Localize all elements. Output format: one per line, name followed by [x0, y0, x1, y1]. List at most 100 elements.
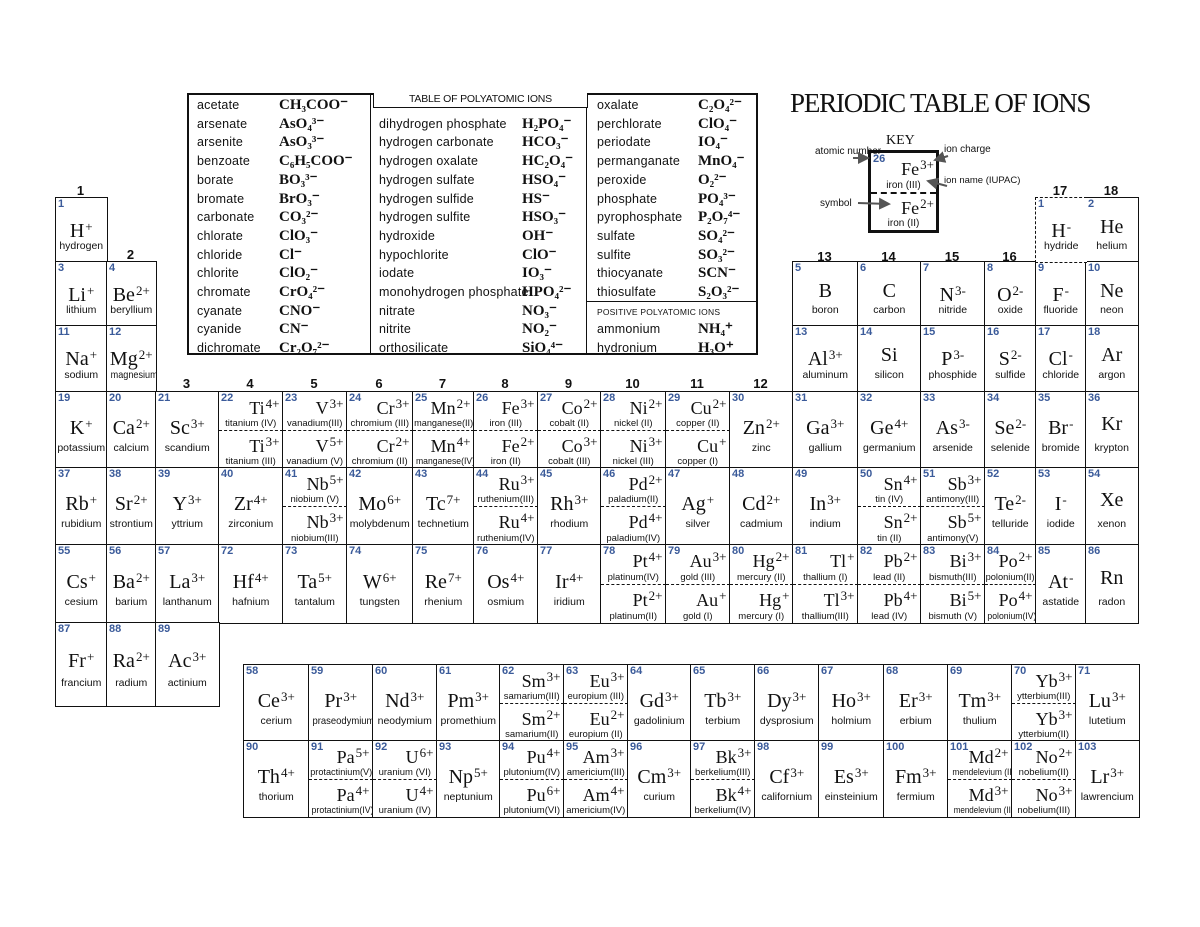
polyatomic-ion-name: chloride	[197, 247, 243, 262]
ion-name: europium (III)	[567, 690, 625, 702]
ion-name: thallium (I)	[803, 571, 848, 583]
ion-name: iron (III)	[489, 417, 523, 429]
ion-name-row: paladium(IV)	[601, 533, 666, 544]
ion-name: paladium(II)	[608, 494, 659, 506]
polyatomic-ion-formula: AsO₃³⁻	[279, 134, 325, 151]
ion-name-row: manganese(II)	[413, 418, 474, 429]
ion-charge: 2+	[135, 282, 150, 298]
ion-symbol: Bk4+	[716, 781, 752, 805]
ion-name-row: chromium (III)	[347, 418, 413, 429]
ion-charge: 3+	[967, 549, 982, 564]
atomic-number: 1	[1038, 198, 1045, 210]
atomic-number: 60	[375, 665, 388, 677]
ion-symbol: He	[1086, 216, 1138, 238]
ion-name-row: arsenide	[921, 442, 985, 454]
element-cell-ga: 31 Ga3+ gallium	[792, 391, 859, 469]
ion-charge: 6+	[387, 492, 402, 508]
ion-charge: 4+	[419, 782, 434, 798]
key-title: KEY	[886, 133, 915, 148]
ion-charge: 3+	[192, 649, 207, 665]
polyatomic-ion-formula: HSO₄⁻	[522, 171, 567, 188]
ion-symbol: Au+	[696, 586, 726, 610]
ion-primary: 51 Sb3+ antimony(III)	[921, 468, 985, 508]
atomic-number: 81	[795, 545, 808, 557]
element-symbol: Ru	[498, 512, 520, 533]
element-cell-lu: 71 Lu3+ lutetium	[1075, 664, 1140, 742]
element-cell-es: 99 Es3+ einsteinium	[818, 740, 885, 818]
ion-name-row: actinium	[156, 677, 219, 689]
ion-name: uranium (IV)	[378, 804, 431, 816]
polyatomic-ion-name: pyrophosphate	[597, 210, 683, 225]
ion-name-row: promethium	[437, 715, 500, 727]
atomic-number: 46	[603, 468, 616, 480]
ion-symbol: Sc3+	[156, 413, 219, 439]
polyatomic-ion-name: oxalate	[597, 98, 639, 112]
element-symbol: Dy	[767, 690, 792, 713]
ion-symbol: Ru3+	[499, 470, 535, 494]
ion-symbol: Ti4+	[249, 394, 279, 418]
element-symbol: Mn	[430, 435, 456, 456]
ion-name-row: vanadium(III)	[283, 418, 347, 429]
element-symbol: Pb	[883, 551, 903, 571]
element-symbol: Al	[807, 348, 828, 371]
ion-symbol: Cs+	[56, 567, 107, 593]
group-label: 4	[246, 376, 254, 391]
ion-charge: -	[1068, 347, 1073, 363]
ion-charge: 6+	[546, 782, 561, 798]
element-symbol: Md	[968, 747, 994, 767]
atomic-number: 14	[860, 326, 873, 338]
ion-name-row: argon	[1086, 369, 1138, 381]
ion-name: barium	[115, 596, 148, 609]
ion-symbol: Pd4+	[629, 508, 663, 532]
ion-secondary: Mn4+ manganese(IV)	[413, 430, 474, 468]
polyatomic-ion-name: hydrogen oxalate	[379, 154, 479, 169]
ion-name-row: fermium	[884, 791, 948, 803]
ion-charge: -	[1066, 218, 1072, 234]
ion-symbol: Ru4+	[499, 508, 535, 532]
element-cell-mn: 25 Mn2+ manganese(II) Mn4+ manganese(IV)	[412, 391, 475, 469]
group-label: 14	[881, 249, 896, 264]
atomic-number: 50	[860, 468, 873, 480]
atomic-number: 54	[1088, 468, 1101, 480]
ion-symbol: Be2+	[107, 280, 156, 306]
ion-name: technetium	[417, 518, 469, 531]
polyatomic-ion-name: chromate	[197, 285, 251, 299]
ion-symbol: Eu2+	[590, 705, 625, 729]
ion-secondary: Fe2+ iron (II)	[474, 430, 538, 468]
ion-name-row: nickel (II)	[601, 418, 666, 429]
key-alt-ion-name: iron (II)	[887, 218, 920, 229]
ion-name: rubidium	[61, 518, 102, 531]
atomic-number: 61	[439, 665, 452, 677]
ion-name-row: sodium	[56, 369, 107, 381]
ion-name: gold (III)	[680, 571, 716, 583]
ion-name: holmium	[831, 714, 872, 727]
ion-name-row: iron (III)	[474, 418, 538, 429]
atomic-number: 75	[415, 545, 428, 557]
ion-charge: 3+	[574, 492, 589, 508]
ion-name-row: terbium	[691, 715, 755, 727]
ion-charge: 3+	[922, 765, 937, 781]
element-symbol: Xe	[1100, 489, 1124, 512]
atomic-number: 40	[221, 468, 234, 480]
ion-symbol: Mn4+	[431, 432, 471, 456]
atomic-number: 57	[158, 545, 171, 557]
polyatomic-ion-name: ammonium	[597, 322, 661, 336]
element-symbol: Lr	[1090, 766, 1110, 789]
ion-name-row: copper (I)	[666, 456, 730, 467]
polyatomic-ion-formula: HCO₃⁻	[522, 134, 569, 151]
ion-name-row: iron (II)	[474, 456, 538, 467]
element-symbol: Pr	[324, 690, 343, 713]
key-symbol: Fe	[901, 159, 920, 179]
element-symbol: Md	[968, 784, 994, 805]
ion-symbol: No3+	[1036, 781, 1073, 805]
ion-name-row: platinum(II)	[601, 611, 666, 622]
ion-symbol: Np5+	[437, 762, 500, 788]
element-symbol: Pt	[632, 589, 648, 610]
element-symbol: Nb	[306, 474, 329, 494]
ion-secondary: Am4+ americium(IV)	[564, 779, 628, 817]
element-symbol: Am	[582, 747, 610, 767]
ion-secondary: No3+ nobelium(III)	[1012, 779, 1076, 817]
atomic-number: 45	[540, 468, 553, 480]
ion-name: calcium	[113, 441, 150, 454]
ion-secondary: Cu+ copper (I)	[666, 430, 730, 468]
